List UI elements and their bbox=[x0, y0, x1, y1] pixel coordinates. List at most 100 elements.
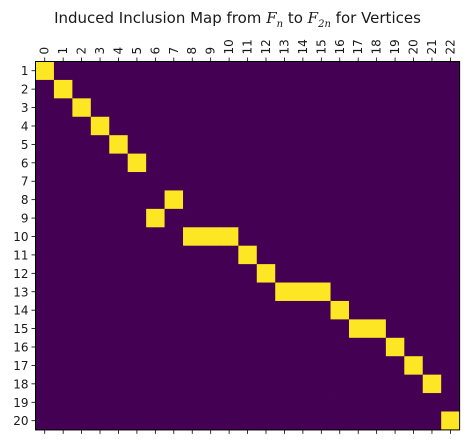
heatmap-cell bbox=[330, 356, 350, 376]
heatmap-cell bbox=[256, 190, 276, 210]
heatmap-cell bbox=[330, 135, 350, 154]
heatmap-cell bbox=[146, 319, 165, 339]
heatmap-cell bbox=[146, 374, 165, 394]
heatmap-cell bbox=[201, 264, 221, 283]
heatmap-cell bbox=[312, 153, 331, 173]
heatmap-cell bbox=[293, 245, 313, 265]
heatmap-cell bbox=[367, 61, 387, 81]
x-tick-label: 15 bbox=[314, 39, 328, 54]
heatmap-cell bbox=[35, 98, 55, 118]
heatmap-cell bbox=[367, 208, 387, 228]
heatmap-cell bbox=[35, 264, 55, 283]
heatmap-cell bbox=[183, 98, 202, 118]
heatmap-cell bbox=[441, 172, 461, 191]
x-tick-label: 17 bbox=[351, 39, 365, 54]
x-axis-ticks: 0 1 2 3 4 5 6 7 8 9 10 11 12 13 14 15 16 17 18 19 20 21 22 bbox=[38, 39, 457, 434]
heatmap-cell bbox=[348, 374, 368, 394]
heatmap-cells bbox=[35, 61, 461, 431]
heatmap-cell bbox=[109, 79, 129, 99]
heatmap-cell bbox=[183, 411, 202, 431]
heatmap-cell bbox=[35, 153, 55, 173]
heatmap-cell bbox=[238, 172, 258, 191]
heatmap-cell bbox=[441, 227, 461, 247]
heatmap-cell bbox=[53, 393, 73, 412]
heatmap-cell bbox=[348, 337, 368, 357]
y-tick-label: 18 bbox=[13, 377, 28, 391]
heatmap-cell bbox=[422, 282, 442, 302]
y-tick-label: 1 bbox=[21, 64, 29, 78]
heatmap-cell bbox=[219, 337, 239, 357]
heatmap-cell bbox=[238, 282, 258, 302]
heatmap-cell bbox=[367, 245, 387, 265]
heatmap-cell bbox=[312, 135, 331, 154]
heatmap-cell bbox=[348, 245, 368, 265]
heatmap-cell bbox=[330, 245, 350, 265]
heatmap-cell bbox=[256, 374, 276, 394]
heatmap-cell bbox=[348, 79, 368, 99]
heatmap-cell bbox=[72, 190, 92, 210]
heatmap-cell bbox=[35, 116, 55, 136]
heatmap-cell bbox=[404, 374, 424, 394]
heatmap-cell bbox=[201, 116, 221, 136]
heatmap-cell bbox=[422, 190, 442, 210]
heatmap-cell bbox=[404, 153, 424, 173]
heatmap-cell bbox=[127, 282, 147, 302]
heatmap-cell bbox=[404, 98, 424, 118]
x-tick-label: 5 bbox=[130, 47, 144, 55]
heatmap-cell bbox=[293, 356, 313, 376]
heatmap-cell bbox=[312, 319, 331, 339]
heatmap-cell bbox=[201, 227, 221, 247]
heatmap-cell bbox=[275, 116, 295, 136]
heatmap-cell bbox=[127, 374, 147, 394]
heatmap-cell bbox=[348, 135, 368, 154]
heatmap-cell bbox=[35, 135, 55, 154]
heatmap-cell bbox=[256, 264, 276, 283]
heatmap-cell bbox=[146, 116, 165, 136]
heatmap-cell bbox=[238, 374, 258, 394]
heatmap-cell bbox=[53, 227, 73, 247]
heatmap-cell bbox=[238, 337, 258, 357]
heatmap-cell bbox=[404, 282, 424, 302]
heatmap-cell bbox=[348, 116, 368, 136]
heatmap-cell bbox=[330, 319, 350, 339]
heatmap-cell bbox=[219, 264, 239, 283]
heatmap-cell bbox=[256, 135, 276, 154]
heatmap-cell bbox=[72, 135, 92, 154]
heatmap-cell bbox=[422, 227, 442, 247]
y-tick-label: 5 bbox=[21, 138, 29, 152]
heatmap-cell bbox=[219, 319, 239, 339]
heatmap-cell bbox=[90, 245, 110, 265]
x-tick-label: 14 bbox=[296, 39, 310, 54]
heatmap-cell bbox=[201, 356, 221, 376]
heatmap-cell bbox=[422, 208, 442, 228]
heatmap-cell bbox=[219, 393, 239, 412]
heatmap-cell bbox=[275, 79, 295, 99]
heatmap-cell bbox=[367, 356, 387, 376]
heatmap-cell bbox=[53, 374, 73, 394]
heatmap-cell bbox=[385, 61, 405, 81]
heatmap-cell bbox=[183, 116, 202, 136]
heatmap-cell bbox=[330, 227, 350, 247]
heatmap-cell bbox=[441, 245, 461, 265]
y-tick-label: 13 bbox=[13, 285, 28, 299]
heatmap-cell bbox=[201, 208, 221, 228]
heatmap-cell bbox=[404, 356, 424, 376]
heatmap-cell bbox=[312, 337, 331, 357]
heatmap-cell bbox=[72, 153, 92, 173]
heatmap-cell bbox=[385, 374, 405, 394]
heatmap-cell bbox=[164, 227, 184, 247]
heatmap-cell bbox=[127, 337, 147, 357]
heatmap-cell bbox=[127, 227, 147, 247]
heatmap-cell bbox=[256, 319, 276, 339]
heatmap-cell bbox=[385, 98, 405, 118]
heatmap-cell bbox=[348, 282, 368, 302]
y-tick-label: 7 bbox=[21, 175, 29, 189]
heatmap-cell bbox=[183, 393, 202, 412]
heatmap-cell bbox=[441, 411, 461, 431]
heatmap-cell bbox=[109, 282, 129, 302]
title-to-sub: 2n bbox=[318, 19, 331, 30]
heatmap-cell bbox=[275, 227, 295, 247]
x-tick-label: 2 bbox=[75, 47, 89, 55]
heatmap-cell bbox=[72, 300, 92, 320]
heatmap-cell bbox=[422, 264, 442, 283]
